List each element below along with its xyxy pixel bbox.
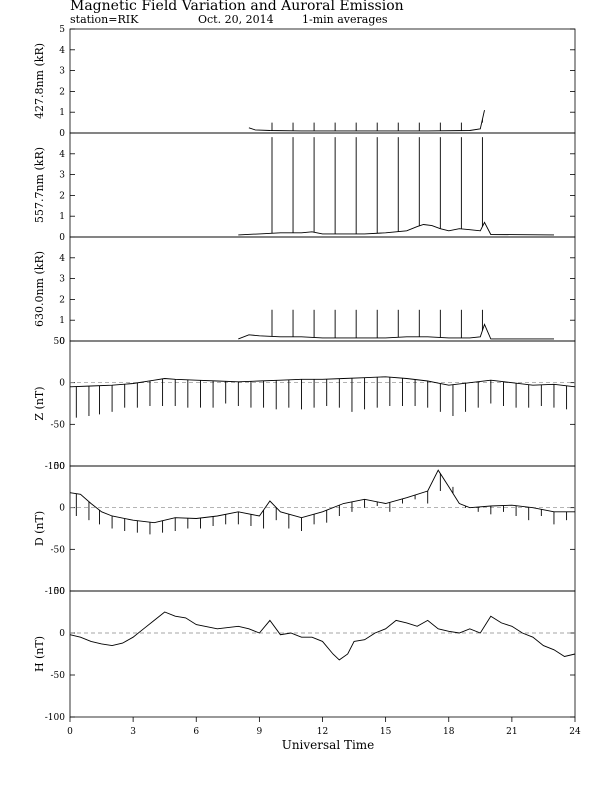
x-tick-label: 6 — [193, 727, 199, 737]
y-tick-label: 0 — [59, 379, 65, 389]
panel-frame — [69, 28, 576, 134]
panel-2: 0 1 2 3 4 630.0nm (kR) — [33, 236, 576, 347]
y-tick-label: 50 — [54, 337, 66, 347]
series-line — [69, 469, 575, 524]
x-tick-label: 21 — [506, 727, 517, 737]
y-tick-label: -100 — [45, 462, 65, 472]
y-tick-label: 0 — [59, 129, 65, 139]
y-tick-label: 50 — [54, 462, 66, 472]
y-tick-label: 2 — [59, 191, 65, 201]
x-tick-label: 15 — [380, 727, 392, 737]
y-tick-label: 1 — [59, 316, 65, 326]
station-label: station=RIK — [70, 13, 139, 26]
series-line — [248, 110, 485, 132]
panel-frame — [69, 236, 576, 342]
y-tick-label: 4 — [59, 254, 65, 264]
panel-4: -100 -50 0 50 D (nT) — [33, 462, 576, 597]
series-line — [69, 611, 576, 661]
y-axis-label: 427.8nm (kR) — [33, 43, 46, 119]
y-tick-label: -100 — [45, 713, 65, 723]
averaging-label: 1-min averages — [302, 13, 388, 26]
x-tick-label: 18 — [443, 727, 455, 737]
panel-frame — [69, 132, 576, 238]
y-tick-label: 3 — [59, 67, 65, 77]
y-tick-label: 0 — [59, 629, 65, 639]
y-tick-label: -100 — [45, 587, 65, 597]
panel-1: 0 1 2 3 4 557.7nm (kR) — [33, 132, 576, 243]
y-tick-label: 2 — [59, 87, 65, 97]
panel-frame — [69, 340, 576, 467]
panel-5: -100 -50 0 50 H (nT) — [33, 587, 576, 723]
series-line — [238, 221, 555, 236]
series-line — [69, 376, 576, 388]
y-tick-label: 3 — [59, 171, 65, 181]
series-line — [238, 323, 554, 340]
y-axis-label: H (nT) — [33, 636, 46, 672]
panel-0: 0 1 2 3 4 5 427.8nm (kR) — [33, 25, 576, 139]
y-tick-label: 4 — [59, 150, 65, 160]
y-axis-label: 630.0nm (kR) — [33, 251, 46, 327]
x-tick-label: 12 — [317, 727, 328, 737]
x-tick-label: 3 — [130, 727, 136, 737]
panel-frame — [69, 465, 576, 592]
y-axis-label: Z (nT) — [33, 386, 46, 420]
y-tick-label: 1 — [59, 108, 65, 118]
y-tick-label: 2 — [59, 295, 65, 305]
y-tick-label: 5 — [59, 25, 65, 35]
figure-title: Magnetic Field Variation and Auroral Emi… — [70, 0, 404, 14]
panels: 0 1 2 3 4 5 427.8nm (kR) 0 1 2 3 4 557.7nm (kR) 0 1 2 3 4… — [33, 25, 576, 723]
panel-frame — [69, 590, 576, 718]
y-tick-label: -50 — [51, 545, 66, 555]
date-label: Oct. 20, 2014 — [198, 13, 274, 26]
y-tick-label: -50 — [51, 420, 66, 430]
y-tick-label: 4 — [59, 46, 65, 56]
y-axis-label: D (nT) — [33, 511, 46, 546]
y-axis-label: 557.7nm (kR) — [33, 147, 46, 223]
y-tick-label: 3 — [59, 275, 65, 285]
y-tick-label: 0 — [59, 504, 65, 514]
x-axis: 0 3 6 9 12 15 18 21 24 — [67, 717, 581, 737]
y-tick-label: 0 — [59, 337, 65, 347]
y-tick-label: -50 — [51, 671, 66, 681]
y-tick-label: 50 — [54, 587, 66, 597]
y-tick-label: 1 — [59, 212, 65, 222]
y-tick-label: 0 — [59, 233, 65, 243]
x-axis-label: Universal Time — [282, 738, 375, 752]
x-tick-label: 9 — [257, 727, 263, 737]
x-tick-label: 24 — [569, 727, 581, 737]
x-tick-label: 0 — [67, 727, 73, 737]
